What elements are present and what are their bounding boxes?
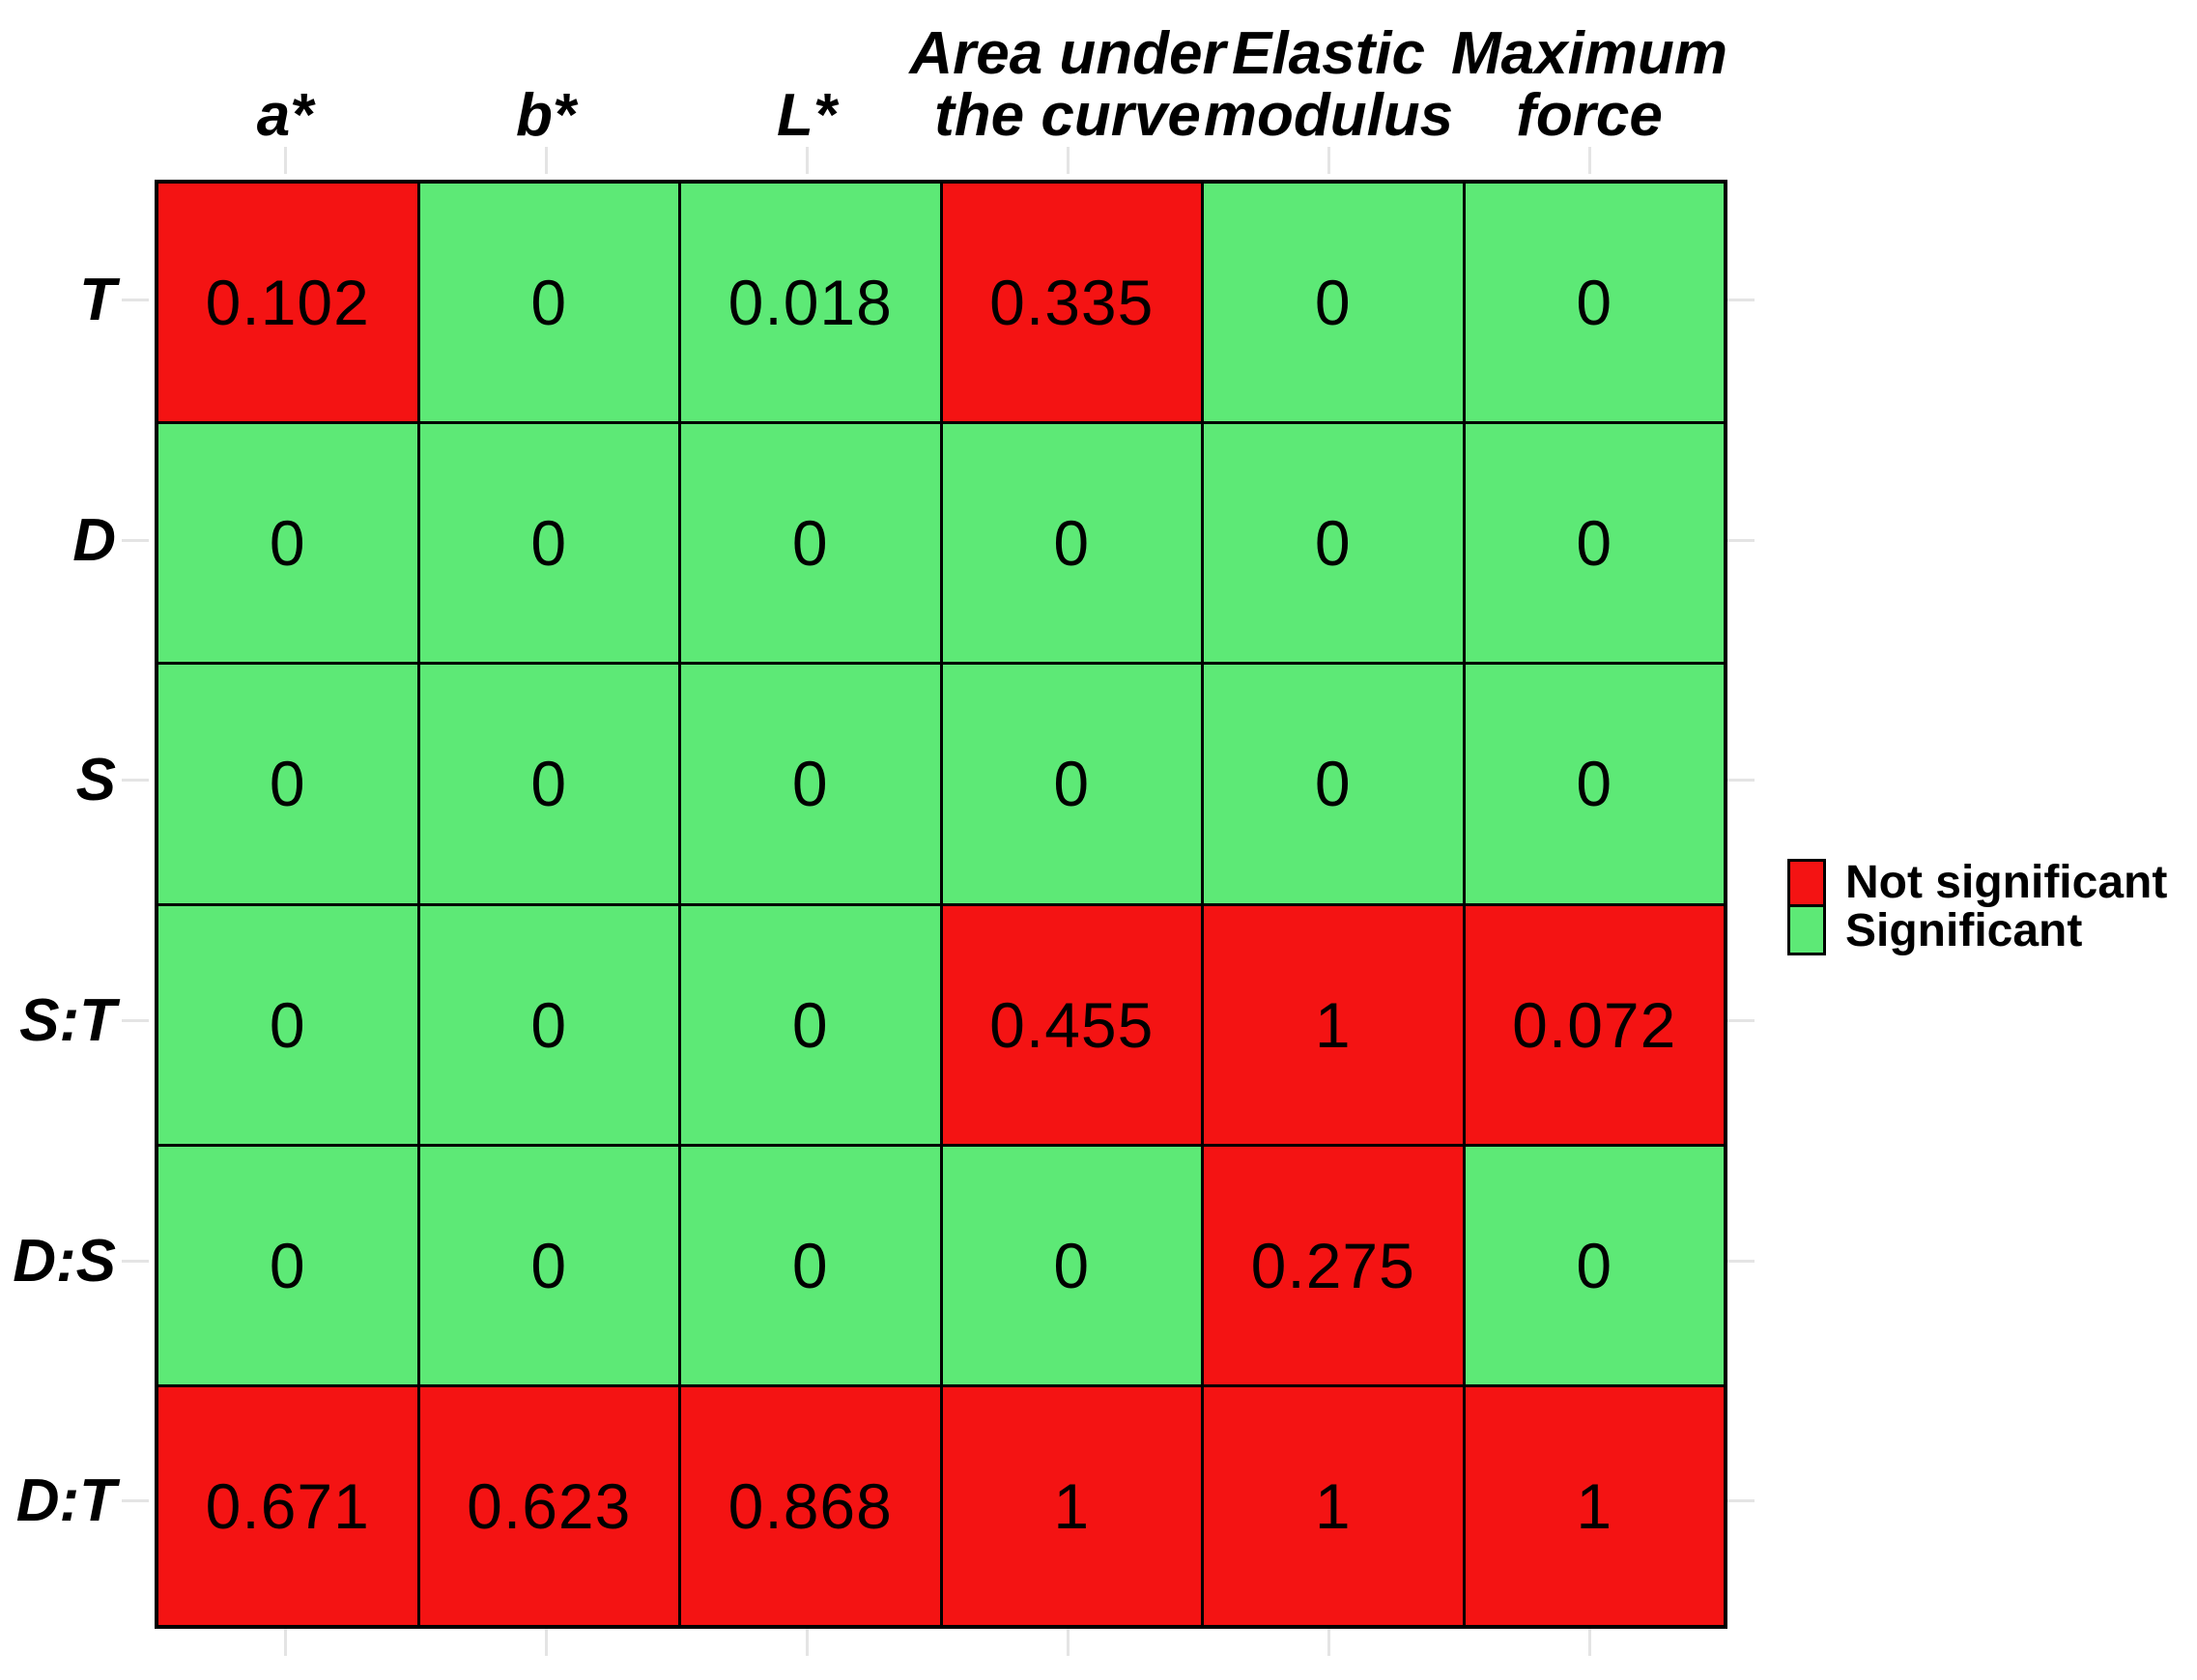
row-label: S xyxy=(75,747,116,814)
axis-tick xyxy=(1727,1018,1755,1022)
row-label: S:T xyxy=(19,986,116,1054)
axis-tick xyxy=(805,147,809,174)
legend: Not significant Significant xyxy=(1787,859,2167,955)
heatmap-cell: 0.018 xyxy=(681,184,940,422)
heatmap-cell: 0 xyxy=(419,424,678,663)
heatmap-cell: 1 xyxy=(1204,905,1463,1144)
axis-tick xyxy=(1727,538,1755,542)
heatmap-cell: 0 xyxy=(419,665,678,903)
heatmap-cell: 0.671 xyxy=(158,1386,417,1625)
heatmap-cell: 0 xyxy=(942,665,1201,903)
significant-swatch xyxy=(1787,904,1826,955)
column-header: b* xyxy=(256,19,836,147)
column-header-line: a* xyxy=(256,82,314,149)
axis-tick xyxy=(122,779,149,783)
column-header: a* xyxy=(0,19,575,147)
heatmap-cell: 0 xyxy=(681,665,940,903)
axis-tick xyxy=(805,1629,809,1656)
axis-tick xyxy=(122,298,149,301)
heatmap-cell: 0 xyxy=(158,905,417,1144)
heatmap-cell: 1 xyxy=(1204,1386,1463,1625)
heatmap-cell: 0 xyxy=(1465,424,1724,663)
axis-tick xyxy=(283,1629,287,1656)
heatmap-cell: 0 xyxy=(1465,665,1724,903)
axis-tick xyxy=(122,1018,149,1022)
heatmap-cell: 0 xyxy=(158,665,417,903)
heatmap-cell: 0.335 xyxy=(942,184,1201,422)
heatmap-cell: 0 xyxy=(1204,665,1463,903)
axis-tick xyxy=(283,147,287,174)
heatmap-cell: 0 xyxy=(681,424,940,663)
heatmap-cell: 0.275 xyxy=(1204,1146,1463,1384)
not-significant-swatch xyxy=(1787,859,1826,907)
axis-tick xyxy=(1587,1629,1591,1656)
column-header-line: force xyxy=(1516,82,1663,149)
axis-tick xyxy=(1727,1499,1755,1503)
axis-tick xyxy=(1066,1629,1070,1656)
axis-tick xyxy=(122,1259,149,1263)
heatmap-cell: 0 xyxy=(942,1146,1201,1384)
column-header: Elastic modulus xyxy=(1039,19,1618,147)
heatmap-cell: 0 xyxy=(1465,184,1724,422)
column-header: L* xyxy=(517,19,1097,147)
column-header: Area under the curve xyxy=(778,19,1357,147)
heatmap-cell: 0.102 xyxy=(158,184,417,422)
heatmap-cell: 0 xyxy=(942,424,1201,663)
row-label: D xyxy=(72,506,116,574)
heatmap-cell: 0 xyxy=(681,1146,940,1384)
row-label: D:S xyxy=(13,1227,116,1295)
heatmap-cell: 0.072 xyxy=(1465,905,1724,1144)
heatmap-cell: 0 xyxy=(1204,184,1463,422)
heatmap-cell: 1 xyxy=(1465,1386,1724,1625)
heatmap-grid: 0.102 0 0.018 0.335 0 0 0 0 0 0 0 0 0 0 0 0 0 0 0 0 0 0.455 1 0… xyxy=(155,180,1727,1629)
axis-tick xyxy=(1727,298,1755,301)
legend-item-significant: Significant xyxy=(1787,904,2167,956)
axis-tick xyxy=(122,1499,149,1503)
column-header-line: b* xyxy=(516,82,576,149)
axis-tick xyxy=(1587,147,1591,174)
column-header-line: Maximum xyxy=(1451,20,1727,87)
heatmap-cell: 0 xyxy=(158,1146,417,1384)
axis-tick xyxy=(1727,779,1755,783)
heatmap-cell: 0.623 xyxy=(419,1386,678,1625)
axis-tick xyxy=(1327,147,1330,174)
heatmap-cell: 0 xyxy=(1465,1146,1724,1384)
heatmap-cell: 0 xyxy=(419,184,678,422)
legend-item-not-significant: Not significant xyxy=(1787,859,2167,907)
axis-tick xyxy=(1066,147,1070,174)
heatmap-cell: 0 xyxy=(419,905,678,1144)
axis-tick xyxy=(544,147,548,174)
heatmap-cell: 0 xyxy=(1204,424,1463,663)
legend-label: Significant xyxy=(1845,905,2083,956)
column-header-line: L* xyxy=(777,82,837,149)
row-label: D:T xyxy=(15,1467,116,1535)
axis-tick xyxy=(1727,1259,1755,1263)
row-label: T xyxy=(79,266,116,333)
legend-label: Not significant xyxy=(1845,857,2168,908)
axis-tick xyxy=(544,1629,548,1656)
column-header-line: the curve xyxy=(934,82,1201,149)
heatmap-cell: 1 xyxy=(942,1386,1201,1625)
column-header: Maximum force xyxy=(1299,19,1879,147)
heatmap-cell: 0.455 xyxy=(942,905,1201,1144)
heatmap-cell: 0 xyxy=(419,1146,678,1384)
heatmap-cell: 0 xyxy=(681,905,940,1144)
axis-tick xyxy=(122,538,149,542)
heatmap-cell: 0.868 xyxy=(681,1386,940,1625)
heatmap-cell: 0 xyxy=(158,424,417,663)
column-header-line: modulus xyxy=(1203,82,1454,149)
axis-tick xyxy=(1327,1629,1330,1656)
column-header-line: Elastic xyxy=(1232,20,1425,87)
column-header-line: Area under xyxy=(909,20,1226,87)
